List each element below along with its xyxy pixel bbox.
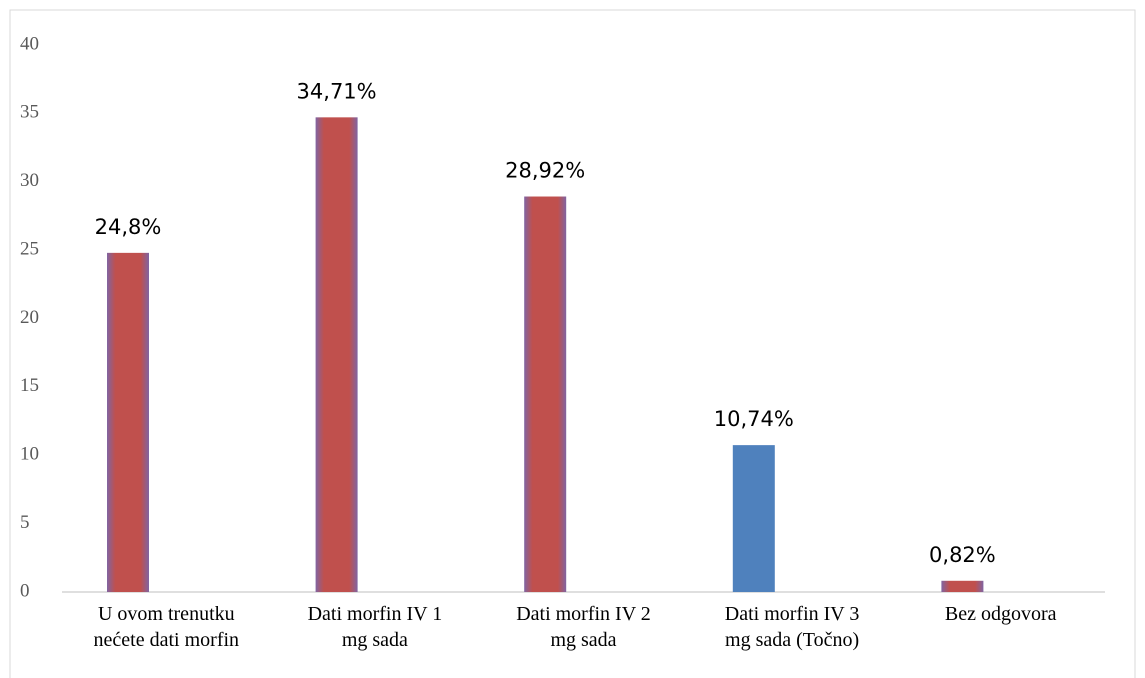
y-tick-label: 35 [20, 102, 39, 123]
bar [524, 196, 567, 593]
value-label: 34,71% [297, 79, 377, 103]
bar [941, 580, 984, 592]
y-tick-label: 15 [20, 375, 39, 396]
y-tick-label: 30 [20, 170, 39, 191]
y-tick-label: 0 [20, 580, 30, 601]
bar [107, 252, 149, 593]
x-tick-label: U ovom trenutku nećete dati morfin [93, 603, 240, 651]
chart-border [9, 9, 1136, 678]
bar [732, 445, 775, 592]
y-tick-label: 5 [20, 512, 30, 533]
x-tick-label: Dati morfin IV 1 mg sada [307, 603, 443, 651]
x-tick-label: Dati morfin IV 3 mg sada (Točno) [724, 603, 860, 651]
bar [315, 117, 358, 592]
y-tick-label: 20 [20, 307, 39, 328]
x-tick-label: Bez odgovora [944, 603, 1057, 625]
y-tick-label: 10 [20, 444, 39, 465]
y-tick-label: 25 [20, 238, 39, 259]
y-tick-label: 40 [20, 33, 39, 54]
value-label: 28,92% [505, 159, 585, 183]
x-tick-label: Dati morfin IV 2 mg sada [516, 603, 651, 651]
value-label: 0,82% [929, 543, 996, 567]
value-label: 24,8% [95, 215, 162, 239]
value-label: 10,74% [714, 407, 794, 431]
